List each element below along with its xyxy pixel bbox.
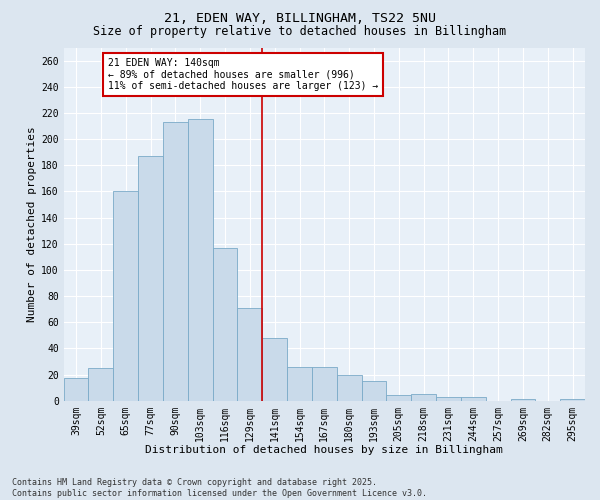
Bar [238,308,262,400]
Text: Contains HM Land Registry data © Crown copyright and database right 2025.
Contai: Contains HM Land Registry data © Crown c… [12,478,427,498]
Bar [262,338,287,400]
Bar [362,381,386,400]
Bar [64,378,88,400]
Bar [461,397,485,400]
Bar [212,248,238,400]
Bar [312,366,337,400]
X-axis label: Distribution of detached houses by size in Billingham: Distribution of detached houses by size … [145,445,503,455]
Text: Size of property relative to detached houses in Billingham: Size of property relative to detached ho… [94,25,506,38]
Bar [163,122,188,400]
Bar [287,366,312,400]
Bar [88,368,113,400]
Bar [113,192,138,400]
Bar [337,374,362,400]
Bar [411,394,436,400]
Y-axis label: Number of detached properties: Number of detached properties [27,126,37,322]
Bar [188,120,212,400]
Bar [436,397,461,400]
Text: 21, EDEN WAY, BILLINGHAM, TS22 5NU: 21, EDEN WAY, BILLINGHAM, TS22 5NU [164,12,436,26]
Text: 21 EDEN WAY: 140sqm
← 89% of detached houses are smaller (996)
11% of semi-detac: 21 EDEN WAY: 140sqm ← 89% of detached ho… [109,58,379,91]
Bar [386,396,411,400]
Bar [138,156,163,400]
